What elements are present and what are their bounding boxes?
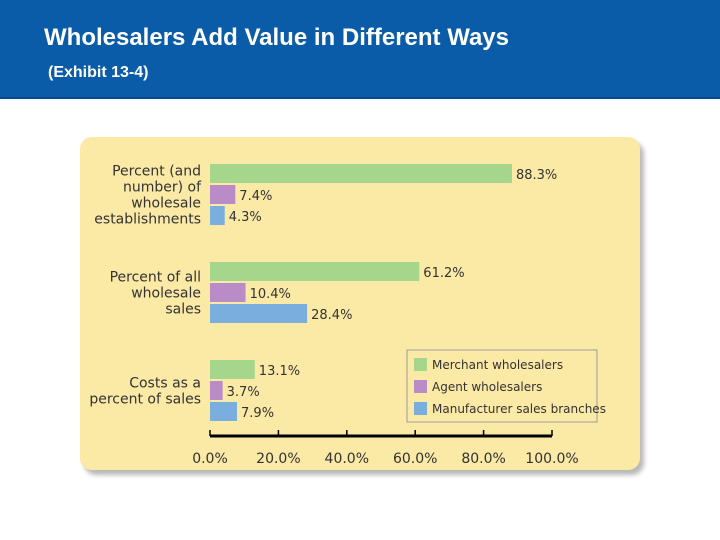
category-label-0-0: Percent (and [112, 164, 201, 180]
category-label-2-1: percent of sales [89, 392, 201, 408]
bar-2-1 [210, 381, 223, 400]
category-label-1-2: sales [165, 302, 201, 318]
category-label-1-0: Percent of all [110, 270, 201, 286]
legend-swatch-1 [414, 380, 427, 393]
bar-label-2-1: 3.7% [227, 385, 260, 400]
category-label-0-1: number) of [123, 180, 202, 196]
slide-header: Wholesalers Add Value in Different Ways … [0, 0, 720, 99]
bar-label-2-2: 7.9% [241, 406, 274, 421]
bar-label-2-0: 13.1% [259, 364, 300, 379]
legend-label-0: Merchant wholesalers [432, 358, 563, 372]
bar-2-0 [210, 360, 255, 379]
bar-label-0-0: 88.3% [516, 168, 557, 183]
bar-1-1 [210, 283, 246, 302]
x-tick-label-3: 60.0% [393, 451, 437, 467]
legend-label-2: Manufacturer sales branches [432, 402, 606, 416]
slide-title: Wholesalers Add Value in Different Ways [44, 24, 509, 51]
category-label-1-1: wholesale [131, 286, 201, 302]
legend-box [406, 349, 598, 423]
bar-1-2 [210, 304, 308, 323]
x-tick-label-1: 20.0% [256, 451, 300, 467]
bar-0-0 [210, 164, 512, 183]
bar-label-0-1: 7.4% [239, 189, 272, 204]
bar-label-1-1: 10.4% [250, 287, 291, 302]
x-tick-label-0: 0.0% [192, 451, 228, 467]
bar-0-1 [210, 185, 236, 204]
chart-panel [80, 137, 640, 470]
category-label-0-2: wholesale [131, 196, 201, 212]
legend-swatch-2 [414, 402, 427, 415]
category-label-2-0: Costs as a [129, 376, 201, 392]
bar-label-1-0: 61.2% [423, 266, 464, 281]
legend-swatch-0 [414, 358, 427, 371]
category-label-0-3: establishments [94, 212, 201, 228]
bar-label-1-2: 28.4% [311, 308, 352, 323]
x-tick-label-2: 40.0% [325, 451, 369, 467]
x-tick-label-5: 100.0% [525, 451, 578, 467]
legend-label-1: Agent wholesalers [432, 380, 542, 394]
bar-2-2 [210, 402, 238, 421]
bar-1-0 [210, 262, 420, 281]
x-tick-label-4: 80.0% [461, 451, 505, 467]
slide-subtitle: (Exhibit 13-4) [48, 64, 149, 81]
bar-0-2 [210, 206, 225, 225]
bar-label-0-2: 4.3% [229, 210, 262, 225]
